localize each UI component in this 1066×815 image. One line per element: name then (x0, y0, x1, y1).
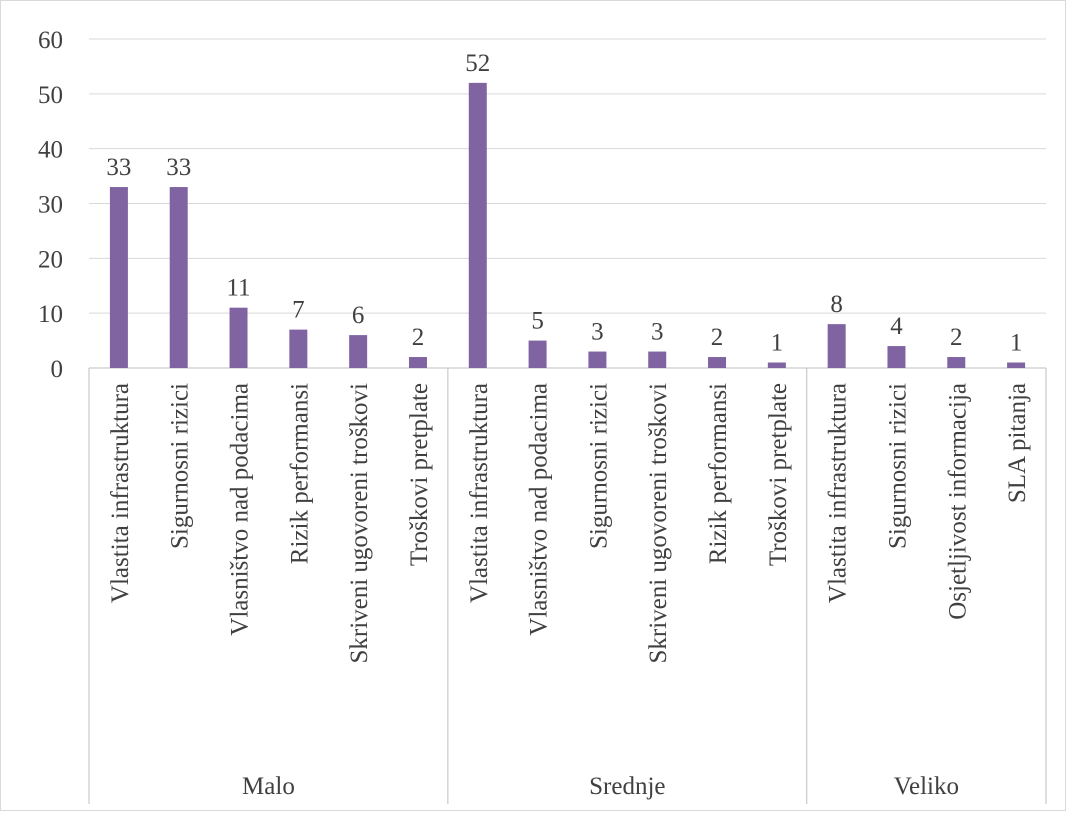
category-label: Rizik performansi (286, 383, 313, 564)
bar (887, 346, 906, 368)
bar (588, 351, 607, 368)
data-label: 3 (591, 319, 604, 346)
y-tick-label: 50 (38, 82, 63, 109)
data-label: 2 (950, 324, 963, 351)
category-label: Vlastita infrastruktura (825, 383, 852, 603)
data-label: 33 (166, 154, 191, 181)
bar (947, 357, 966, 368)
bar (708, 357, 727, 368)
group-label: Veliko (894, 773, 959, 800)
data-label: 52 (465, 50, 490, 77)
bar (289, 329, 308, 368)
y-tick-label: 40 (38, 137, 63, 164)
data-label: 2 (711, 324, 724, 351)
bar (229, 307, 248, 368)
category-label: Skriveni ugovoreni troškovi (346, 383, 373, 664)
category-label: Sigurnosni rizici (167, 383, 194, 549)
category-label: Rizik performansi (705, 383, 732, 564)
bar (528, 340, 547, 368)
category-label: Vlasništvo nad podacima (526, 383, 553, 636)
y-tick-label: 20 (38, 246, 63, 273)
bar (349, 335, 368, 368)
bar (169, 187, 188, 368)
data-label: 2 (412, 324, 425, 351)
category-label: Sigurnosni rizici (884, 383, 911, 549)
group-label: Srednje (589, 773, 665, 800)
data-label: 5 (531, 308, 544, 335)
data-label: 33 (106, 154, 131, 181)
category-label: Sigurnosni rizici (585, 383, 612, 549)
bar (408, 357, 427, 368)
category-label: Vlastita infrastruktura (466, 383, 493, 603)
bar (648, 351, 667, 368)
category-label: SLA pitanja (1004, 383, 1031, 503)
y-tick-label: 30 (38, 192, 63, 219)
bar (468, 82, 487, 368)
data-label: 3 (651, 319, 664, 346)
data-label: 1 (1010, 330, 1023, 357)
y-tick-label: 60 (38, 27, 63, 54)
category-label: Troškovi pretplate (765, 383, 792, 566)
data-label: 8 (830, 291, 843, 318)
y-tick-label: 0 (51, 356, 64, 383)
bar (767, 362, 786, 368)
data-label: 6 (352, 302, 365, 329)
category-label: Troškovi pretplate (406, 383, 433, 566)
bar (109, 187, 128, 368)
bar (827, 324, 846, 368)
category-label: Osjetljivost informacija (944, 383, 971, 620)
group-label: Malo (242, 773, 295, 800)
category-label: Skriveni ugovoreni troškovi (645, 383, 672, 664)
data-label: 4 (890, 313, 903, 340)
category-label: Vlastita infrastruktura (107, 383, 134, 603)
data-label: 1 (771, 330, 784, 357)
data-label: 7 (292, 297, 305, 324)
y-tick-label: 10 (38, 301, 63, 328)
data-label: 11 (226, 275, 250, 302)
category-label: Vlasništvo nad podacima (227, 383, 254, 636)
bar (1007, 362, 1026, 368)
